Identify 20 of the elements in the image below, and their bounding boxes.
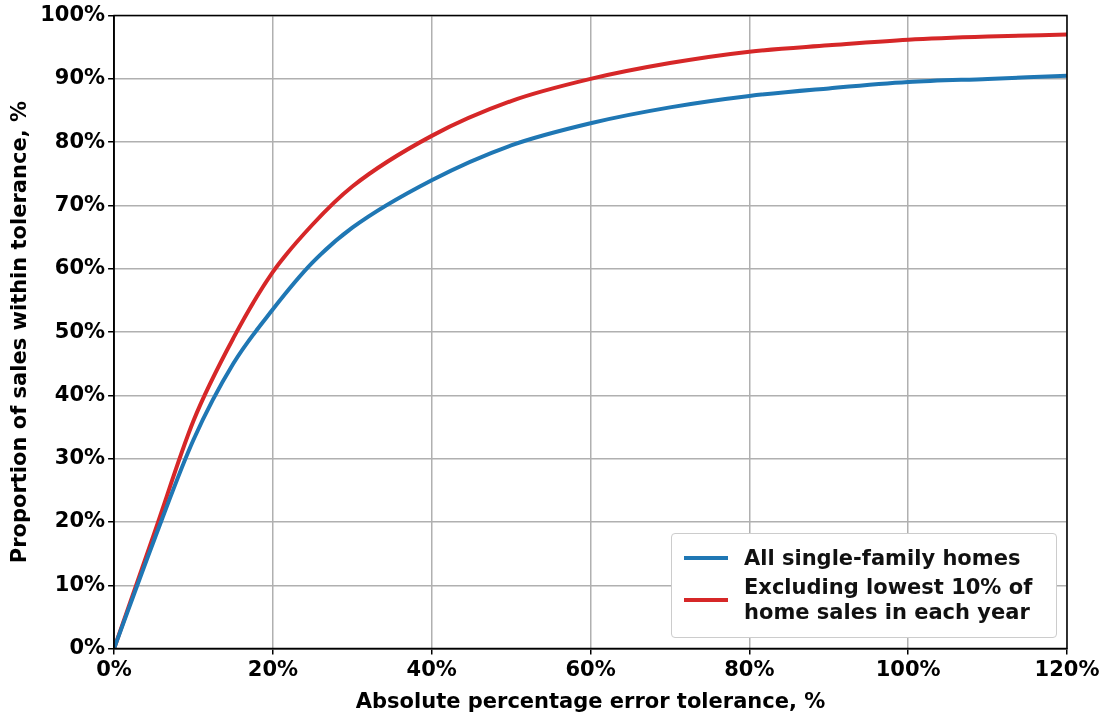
y-tick-label: 40% <box>54 381 106 406</box>
x-tick-label: 40% <box>406 656 457 681</box>
x-tick-label: 80% <box>724 656 775 681</box>
y-tick-label: 80% <box>54 128 106 153</box>
y-tick-label: 30% <box>54 445 106 470</box>
y-tick-label: 60% <box>54 255 106 280</box>
legend-label: All single-family homes <box>744 545 1021 571</box>
y-tick-label: 50% <box>54 318 106 343</box>
y-tick-label: 10% <box>54 571 106 596</box>
y-tick-label: 20% <box>54 508 106 533</box>
x-axis-title: Absolute percentage error tolerance, % <box>355 688 826 713</box>
x-tick-label: 120% <box>1034 656 1100 681</box>
x-tick-label: 100% <box>875 656 941 681</box>
x-tick-label: 20% <box>247 656 299 681</box>
x-tick-label: 60% <box>565 656 616 681</box>
y-tick-label: 70% <box>54 191 106 216</box>
y-tick-label: 100% <box>40 2 106 27</box>
legend-label: Excluding lowest 10% of home sales in each year <box>744 574 1034 626</box>
y-tick-label: 90% <box>54 65 106 90</box>
y-axis-title: Proportion of sales within tolerance, % <box>7 101 32 564</box>
